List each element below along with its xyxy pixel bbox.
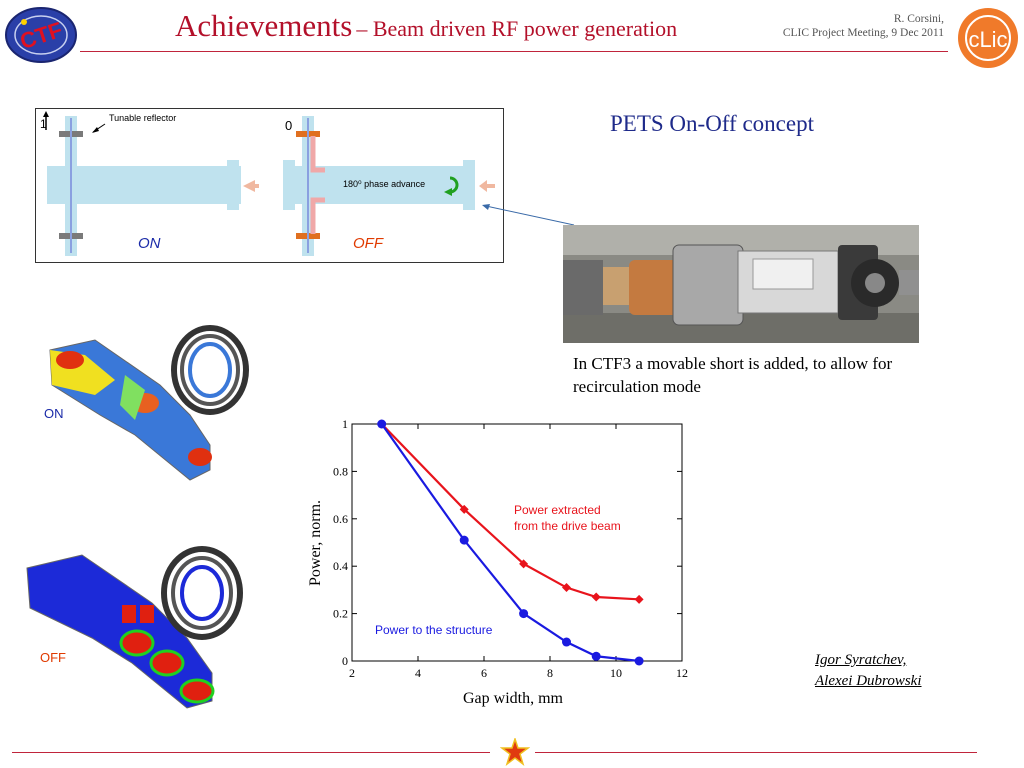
on-label: ON xyxy=(138,235,161,252)
data-point xyxy=(634,594,644,604)
clic-logo: cLic xyxy=(958,8,1018,68)
simulation-off-image xyxy=(26,546,243,709)
data-point xyxy=(377,419,387,429)
plot-frame xyxy=(351,423,683,662)
footer-rule-right xyxy=(535,752,977,753)
simulation-on-image xyxy=(49,325,249,481)
y-tick-label: 0 xyxy=(342,654,348,668)
star-icon xyxy=(500,738,530,766)
author-event: CLIC Project Meeting, 9 Dec 2011 xyxy=(782,27,944,39)
phase-advance-label: 180⁰ phase advance xyxy=(343,179,425,189)
data-point xyxy=(519,559,529,569)
power-vs-gap-chart: 2 4 6 8 10 12 0 0.2 0.4 0.6 0.8 1 Power, norm. Gap … xyxy=(307,417,688,707)
series-red-label-1: Power extracted xyxy=(514,503,601,517)
x-tick-label: 12 xyxy=(676,666,688,680)
x-tick-label: 2 xyxy=(349,666,355,680)
x-tick-label: 10 xyxy=(610,666,622,680)
y-tick-label: 0.2 xyxy=(333,607,348,621)
data-point xyxy=(562,637,571,647)
data-point xyxy=(519,609,529,619)
pets-heading: PETS On-Off concept xyxy=(610,111,814,136)
header-rule xyxy=(80,51,948,52)
ctf3-logo: CTF xyxy=(5,7,77,63)
x-axis-label: Gap width, mm xyxy=(463,690,564,707)
author-name: R. Corsini, xyxy=(893,13,944,25)
tunable-reflector-label: Tunable reflector xyxy=(109,113,176,123)
data-point xyxy=(591,592,601,602)
series-blue-label: Power to the structure xyxy=(375,623,493,637)
series-line-0 xyxy=(380,423,640,601)
series-red-label-2: from the drive beam xyxy=(514,519,621,533)
title-subtitle: – Beam driven RF power generation xyxy=(356,16,678,41)
data-point xyxy=(459,535,469,545)
data-point xyxy=(459,504,469,514)
on-off-concept-diagram: 1 Tunable reflector ON 0 180⁰ phase adva… xyxy=(35,108,504,263)
slide-title: Achievements – Beam driven RF power gene… xyxy=(175,8,677,44)
ctf3-description: In CTF3 a movable short is added, to all… xyxy=(573,354,893,396)
y-tick-label: 0.6 xyxy=(333,512,348,526)
x-tick-label: 4 xyxy=(415,666,421,680)
footer-rule-left xyxy=(12,752,490,753)
ctf3-movable-short-photo xyxy=(563,225,919,343)
data-point xyxy=(591,651,601,661)
x-tick-label: 8 xyxy=(547,666,553,680)
pointer-arrow xyxy=(482,204,575,226)
off-label: OFF xyxy=(353,235,384,252)
svg-text:cLic: cLic xyxy=(968,27,1007,52)
data-point xyxy=(562,583,571,593)
credits[interactable]: Igor Syratchev, Alexei Dubrowski xyxy=(815,650,922,692)
series-line-1 xyxy=(380,423,640,663)
state-zero-label: 0 xyxy=(285,118,292,133)
y-tick-label: 1 xyxy=(342,417,348,431)
credit-line-2[interactable]: Alexei Dubrowski xyxy=(815,673,922,689)
author-block: R. Corsini, CLIC Project Meeting, 9 Dec … xyxy=(783,12,944,40)
simulation-on-label: ON xyxy=(44,406,64,421)
title-main: Achievements xyxy=(175,8,353,43)
data-point xyxy=(634,656,644,666)
chart-axes: 2 4 6 8 10 12 0 0.2 0.4 0.6 0.8 1 xyxy=(333,417,688,680)
x-tick-label: 6 xyxy=(481,666,487,680)
y-tick-label: 0.4 xyxy=(333,559,348,573)
simulation-off-label: OFF xyxy=(40,650,66,665)
y-tick-label: 0.8 xyxy=(333,464,348,478)
y-axis-label: Power, norm. xyxy=(307,500,324,586)
chart-series xyxy=(377,419,644,666)
state-one-label: 1 xyxy=(40,117,47,131)
credit-line-1[interactable]: Igor Syratchev, xyxy=(815,652,907,668)
